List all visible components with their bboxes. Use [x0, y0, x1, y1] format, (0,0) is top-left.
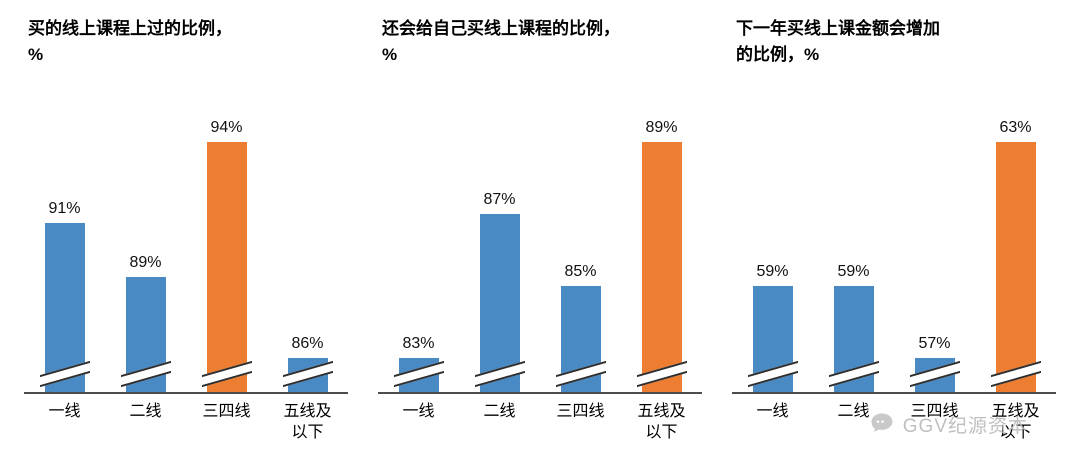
axis-break-mark	[474, 360, 525, 388]
value-label: 63%	[999, 119, 1032, 136]
chart-title: 买的线上课程上过的比例， %	[28, 19, 232, 65]
bar	[747, 286, 798, 392]
category-label: 五线及以下	[637, 403, 686, 441]
x-axis-line	[732, 392, 1056, 394]
plot-area: 59% 一线 59% 二线 57% 三四线 63% 五线及以下	[732, 92, 1056, 444]
category-label: 二线	[129, 403, 162, 420]
axis-break-mark	[555, 360, 606, 388]
bar-slot: 89%	[120, 92, 171, 392]
value-label: 57%	[918, 335, 951, 352]
category-label: 三四线	[556, 403, 605, 420]
bar	[201, 142, 252, 392]
axis-break-mark	[120, 360, 171, 388]
chart-course-attended-ratio: 买的线上课程上过的比例， % 91% 一线 89% 二线 94% 三四线 86% 五线及以下	[24, 16, 348, 444]
axis-break-mark	[201, 360, 252, 388]
bar-group: 86% 五线及以下	[267, 92, 348, 444]
category-label: 一线	[756, 403, 789, 420]
bar-group: 91% 一线	[24, 92, 105, 444]
value-label: 83%	[402, 335, 435, 352]
bars-container: 91% 一线 89% 二线 94% 三四线 86% 五线及以下	[24, 92, 348, 444]
plot-area: 83% 一线 87% 二线 85% 三四线 89% 五线及以下	[378, 92, 702, 444]
bar-group: 57% 三四线	[894, 92, 975, 444]
bar-group: 63% 五线及以下	[975, 92, 1056, 444]
bar-slot: 59%	[747, 92, 798, 392]
bar-group: 87% 二线	[459, 92, 540, 444]
bar-slot: 63%	[990, 92, 1041, 392]
bar-group: 94% 三四线	[186, 92, 267, 444]
value-label: 86%	[291, 335, 324, 352]
bar-slot: 85%	[555, 92, 606, 392]
axis-break-mark	[39, 360, 90, 388]
bar	[282, 358, 333, 392]
bar	[120, 277, 171, 392]
chart-repurchase-ratio: 还会给自己买线上课程的比例， % 83% 一线 87% 二线 85% 三四线 89% 五线及以…	[378, 16, 702, 444]
bar-slot: 57%	[909, 92, 960, 392]
category-label: 三四线	[910, 403, 959, 420]
x-axis-line	[378, 392, 702, 394]
bar-group: 83% 一线	[378, 92, 459, 444]
bar	[474, 214, 525, 392]
chart-title: 还会给自己买线上课程的比例， %	[382, 19, 620, 65]
bar	[828, 286, 879, 392]
chart-spend-increase-ratio: 下一年买线上课金额会增加 的比例，% 59% 一线 59% 二线 57% 三四线 63% 五线…	[732, 16, 1056, 444]
category-label: 一线	[48, 403, 81, 420]
bar-group: 85% 三四线	[540, 92, 621, 444]
value-label: 87%	[483, 191, 516, 208]
bar-slot: 59%	[828, 92, 879, 392]
value-label: 91%	[48, 200, 81, 217]
category-label: 五线及以下	[283, 403, 332, 441]
bar	[393, 358, 444, 392]
axis-break-mark	[909, 360, 960, 388]
value-label: 94%	[210, 119, 243, 136]
value-label: 89%	[645, 119, 678, 136]
bar-slot: 91%	[39, 92, 90, 392]
bars-container: 83% 一线 87% 二线 85% 三四线 89% 五线及以下	[378, 92, 702, 444]
category-label: 一线	[402, 403, 435, 420]
category-label: 三四线	[202, 403, 251, 420]
chart-title: 下一年买线上课金额会增加 的比例，%	[736, 19, 940, 65]
category-label: 五线及以下	[991, 403, 1040, 441]
plot-area: 91% 一线 89% 二线 94% 三四线 86% 五线及以下	[24, 92, 348, 444]
bar	[990, 142, 1041, 392]
value-label: 85%	[564, 263, 597, 280]
bar-slot: 83%	[393, 92, 444, 392]
axis-break-mark	[828, 360, 879, 388]
bar	[909, 358, 960, 392]
bar-slot: 86%	[282, 92, 333, 392]
bar	[636, 142, 687, 392]
axis-break-mark	[393, 360, 444, 388]
axis-break-mark	[282, 360, 333, 388]
bars-container: 59% 一线 59% 二线 57% 三四线 63% 五线及以下	[732, 92, 1056, 444]
bar-group: 89% 五线及以下	[621, 92, 702, 444]
value-label: 59%	[756, 263, 789, 280]
axis-break-mark	[747, 360, 798, 388]
bar-group: 59% 一线	[732, 92, 813, 444]
category-label: 二线	[483, 403, 516, 420]
value-label: 59%	[837, 263, 870, 280]
axis-break-mark	[990, 360, 1041, 388]
value-label: 89%	[129, 254, 162, 271]
bar	[39, 223, 90, 392]
bar-slot: 89%	[636, 92, 687, 392]
x-axis-line	[24, 392, 348, 394]
bar	[555, 286, 606, 392]
axis-break-mark	[636, 360, 687, 388]
bar-group: 59% 二线	[813, 92, 894, 444]
bar-slot: 87%	[474, 92, 525, 392]
category-label: 二线	[837, 403, 870, 420]
bar-group: 89% 二线	[105, 92, 186, 444]
bar-slot: 94%	[201, 92, 252, 392]
charts-row: 买的线上课程上过的比例， % 91% 一线 89% 二线 94% 三四线 86% 五线及以下 …	[24, 16, 1056, 444]
